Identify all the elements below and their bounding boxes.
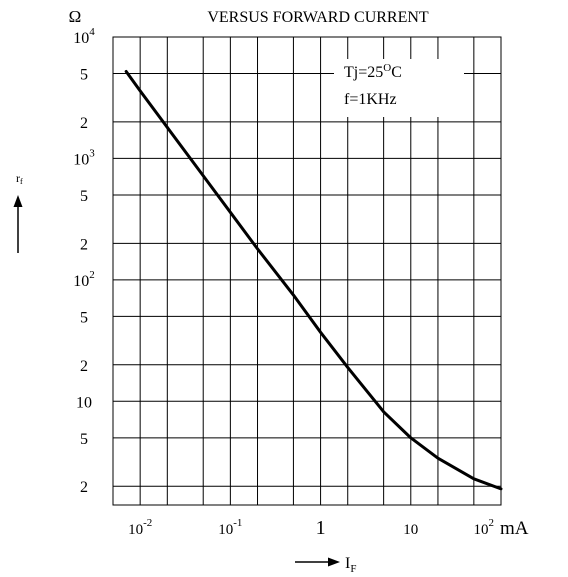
y-tick-label-7: 5 [80,309,88,326]
y-tick-label-4: 5 [80,188,88,205]
y-tick-label-5: 2 [80,236,88,253]
plot-frame [112,36,502,506]
x-tick-label-4: 102 mA [474,517,529,539]
x-tick-label-1: 10-1 [218,517,242,538]
x-tick-label-3: 10 [403,522,418,538]
y-tick-label-11: 2 [80,479,88,496]
y-axis-arrow-icon [13,195,23,253]
x-tick-label-0: 10-2 [128,517,152,538]
chart-title: VERSUS FORWARD CURRENT [207,9,429,26]
y-tick-label-9: 10 [76,394,92,411]
y-tick-labels: 104 5 2 103 5 2 102 5 2 10 5 2 [73,26,95,496]
y-tick-label-0: 104 [73,26,95,47]
series-line-0 [124,69,503,491]
annotation-line-2: f=1KHz [344,91,397,108]
y-tick-label-3: 103 [73,147,95,168]
x-axis-arrow-icon [295,557,340,567]
series-layer [124,69,503,491]
y-tick-label-2: 2 [80,115,88,132]
y-axis-label: rf [16,171,23,186]
x-tick-label-2: 1 [316,517,326,539]
x-tick-labels: 10-2 10-1 1 10 102 mA [128,517,529,539]
y-tick-label-10: 5 [80,431,88,448]
y-tick-label-6: 102 [73,269,95,290]
annotation-box [334,59,464,117]
x-axis-label: IF [345,555,356,575]
x-unit-label: mA [500,518,529,539]
y-tick-label-8: 2 [80,358,88,375]
y-tick-label-1: 5 [80,67,88,84]
y-unit-label: Ω [69,7,82,26]
annotation-line-1: Tj=25OC [344,62,402,81]
